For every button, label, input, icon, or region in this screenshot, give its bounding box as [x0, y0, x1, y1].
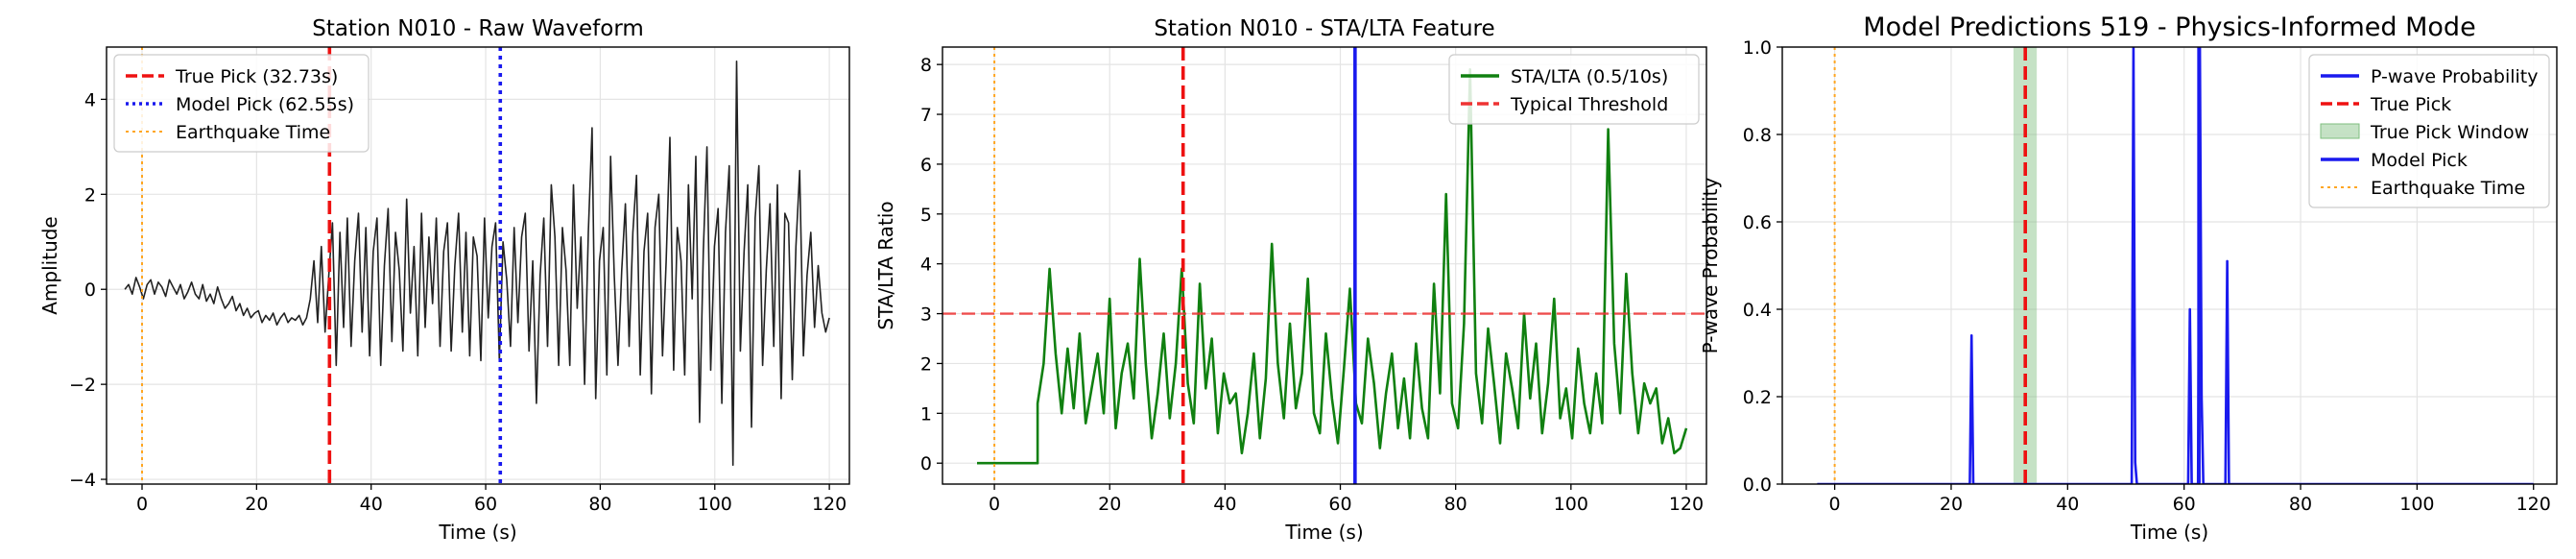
axes-frame: [942, 46, 1707, 485]
y-tick-label: 0.2: [1743, 387, 1772, 408]
legend-label: True Pick: [2370, 94, 2451, 115]
x-tick-label: 80: [2289, 494, 2312, 515]
x-tick-label: 0: [989, 494, 1000, 515]
legend: P-wave Probability True Pick True Pick Win…: [2308, 54, 2550, 208]
chart-title: Station N010 - STA/LTA Feature: [1154, 16, 1494, 41]
series-line-1: [1817, 47, 2534, 484]
y-tick-label: 0: [920, 453, 932, 474]
x-tick-label: 120: [812, 494, 847, 515]
y-axis-label: STA/LTA Ratio: [874, 201, 897, 329]
y-tick-label: 0.4: [1743, 300, 1772, 321]
y-tick-label: −2: [69, 375, 96, 396]
axes-frame: [1781, 46, 2558, 485]
y-axis-label: P-wave Probability: [1699, 178, 1722, 354]
y-tick-label: 0: [84, 280, 96, 301]
y-tick-label: 0.6: [1743, 212, 1772, 233]
legend-box: [2308, 54, 2550, 208]
y-axis-label: Amplitude: [38, 216, 61, 315]
y-tick-label: 3: [920, 304, 932, 326]
x-tick-label: 100: [698, 494, 732, 515]
y-tick-label: 6: [920, 155, 932, 176]
x-tick-label: 100: [2399, 494, 2434, 515]
y-tick-label: −4: [69, 470, 96, 491]
x-tick-label: 20: [1098, 494, 1121, 515]
chart-panel-2: 0 20 40 60 80 100 120 0 1 2 3 4 5 6 7 8 Station N010 - S…: [874, 16, 1707, 544]
chart-title: Model Predictions 519 - Physics-Informed…: [1863, 12, 2475, 42]
chart-panel-1: 0 20 40 60 80 100 120 −4 −2 0 2 4 Station N010 - Raw…: [38, 16, 850, 544]
y-tick-label: 2: [84, 184, 96, 206]
y-tick-label: 2: [920, 353, 932, 375]
legend-label: Model Pick (62.55s): [176, 94, 354, 115]
y-tick-label: 4: [920, 255, 932, 276]
x-tick-label: 60: [1328, 494, 1351, 515]
legend-label: Typical Threshold: [1510, 94, 1668, 115]
y-tick-label: 7: [920, 105, 932, 126]
legend-label: Model Pick: [2371, 150, 2468, 171]
x-tick-label: 100: [1554, 494, 1588, 515]
x-tick-label: 0: [136, 494, 148, 515]
y-tick-label: 0.0: [1743, 474, 1772, 496]
x-tick-label: 60: [474, 494, 497, 515]
legend: STA/LTA (0.5/10s) Typical Threshold: [1448, 54, 1700, 125]
plot-area: [942, 47, 1706, 484]
y-tick-label: 4: [84, 89, 96, 110]
legend: True Pick (32.73s) Model Pick (62.55s) Ear…: [113, 54, 370, 153]
x-tick-label: 20: [245, 494, 268, 515]
chart-title: Station N010 - Raw Waveform: [312, 16, 644, 41]
series-line-1: [124, 61, 830, 466]
x-tick-label: 120: [2516, 494, 2551, 515]
plot-area: [124, 47, 830, 484]
legend-box: [113, 54, 370, 153]
y-tick-label: 1.0: [1743, 37, 1772, 59]
axes-frame: [106, 46, 850, 485]
legend-label: STA/LTA (0.5/10s): [1511, 66, 1668, 87]
x-tick-label: 80: [588, 494, 611, 515]
legend-box: [1448, 54, 1700, 125]
x-tick-label: 0: [1829, 494, 1841, 515]
x-axis-label: Time (s): [2130, 521, 2208, 544]
y-tick-label: 8: [920, 55, 932, 76]
y-tick-label: 0.8: [1743, 125, 1772, 146]
legend-label: Earthquake Time: [176, 122, 330, 143]
x-tick-label: 40: [2056, 494, 2079, 515]
y-tick-label: 5: [920, 205, 932, 226]
legend-label: True Pick Window: [2370, 122, 2529, 143]
legend-label: Earthquake Time: [2371, 178, 2525, 199]
x-tick-label: 120: [1669, 494, 1704, 515]
y-tick-label: 1: [920, 403, 932, 425]
x-axis-label: Time (s): [438, 521, 516, 544]
plot-area: [1817, 47, 2534, 484]
x-axis-label: Time (s): [1284, 521, 1363, 544]
chart-panel-3: 0 20 40 60 80 100 120 0.0 0.2 0.4 0.6 0.8 1.0 Model P…: [1699, 12, 2558, 544]
x-tick-label: 20: [1940, 494, 1963, 515]
x-tick-label: 80: [1444, 494, 1467, 515]
legend-label: True Pick (32.73s): [175, 66, 338, 87]
series-line-1: [977, 68, 1688, 465]
x-tick-label: 60: [2173, 494, 2196, 515]
legend-swatch: [2320, 123, 2360, 139]
x-tick-label: 40: [1213, 494, 1236, 515]
x-tick-label: 40: [360, 494, 383, 515]
legend-label: P-wave Probability: [2371, 66, 2539, 87]
